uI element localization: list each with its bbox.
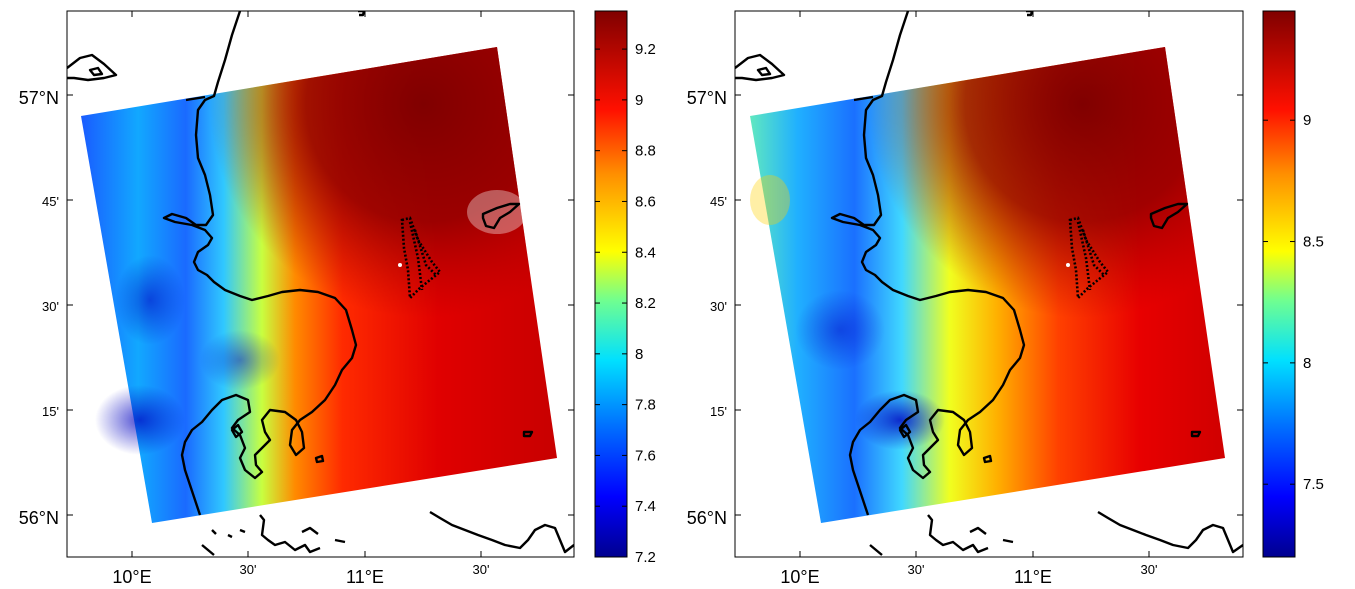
colorbar-tick-label: 8 bbox=[1303, 355, 1311, 372]
colorbar-tick-label: 7.5 bbox=[1303, 476, 1324, 493]
axis-ticks bbox=[735, 11, 1243, 557]
lat-label-45min: 45' bbox=[42, 194, 59, 209]
map-frame bbox=[66, 10, 575, 558]
lon-label-10-30: 30' bbox=[240, 562, 257, 577]
colorbar-tick-label: 9 bbox=[1303, 112, 1311, 129]
colorbar-tick-label: 8.6 bbox=[635, 193, 656, 210]
colorbar-tick-label: 9.2 bbox=[635, 41, 656, 58]
colorbar-tick-label: 7.6 bbox=[635, 447, 656, 464]
map-frame bbox=[734, 10, 1244, 558]
colorbar-right: 7.5 8 8.5 9 bbox=[1262, 10, 1324, 558]
colorbar-tick-label: 7.4 bbox=[635, 498, 656, 515]
colorbar-tick-label: 8 bbox=[635, 346, 643, 363]
data-field-maximum bbox=[750, 47, 1225, 523]
low-value-area bbox=[795, 290, 885, 370]
site-marker bbox=[1066, 263, 1070, 267]
colorbar-tick-label: 8.2 bbox=[635, 295, 656, 312]
colorbar-tick-label: 8.5 bbox=[1303, 234, 1324, 251]
low-value-area bbox=[855, 390, 945, 450]
lon-label-10e: 10°E bbox=[112, 567, 151, 587]
lon-label-11e: 11°E bbox=[1014, 567, 1052, 587]
lat-label-45min: 45' bbox=[710, 194, 727, 209]
lon-label-11-30: 30' bbox=[1141, 562, 1158, 577]
colorbar-tick-label: 8.8 bbox=[635, 143, 656, 160]
lat-label-56n: 56°N bbox=[19, 508, 59, 528]
lon-label-11e: 11°E bbox=[346, 567, 384, 587]
lat-label-30min: 30' bbox=[42, 299, 59, 314]
marked-area-outline bbox=[1068, 216, 1110, 301]
lon-label-10e: 10°E bbox=[780, 567, 819, 587]
colorbar-gradient bbox=[1262, 10, 1296, 558]
colorbar-tick-label: 8.4 bbox=[635, 244, 656, 261]
lat-label-30min: 30' bbox=[710, 299, 727, 314]
colorbar-gradient bbox=[594, 10, 628, 558]
colorbar-tick-label: 7.2 bbox=[635, 549, 656, 566]
lat-label-15min: 15' bbox=[710, 404, 727, 419]
low-value-area bbox=[115, 255, 185, 345]
lon-label-11-30: 30' bbox=[473, 562, 490, 577]
map-panel-left: 57°N 45' 30' 15' 56°N 10°E 30' 11°E 30' bbox=[19, 10, 575, 587]
map-panel-right: 57°N 45' 30' 15' 56°N 10°E 30' 11°E 30' bbox=[687, 10, 1244, 587]
lat-label-56n: 56°N bbox=[687, 508, 727, 528]
lat-label-15min: 15' bbox=[42, 404, 59, 419]
colorbar-left: 7.2 7.4 7.6 7.8 8 8.2 8.4 8.6 8.8 9 9.2 bbox=[594, 10, 656, 566]
lat-label-57n: 57°N bbox=[19, 88, 59, 108]
marked-area-outline bbox=[400, 216, 442, 301]
island-halo bbox=[467, 190, 527, 234]
lon-label-10-30: 30' bbox=[908, 562, 925, 577]
lat-label-57n: 57°N bbox=[687, 88, 727, 108]
low-value-area bbox=[95, 385, 185, 455]
coastline bbox=[735, 11, 1243, 556]
coastline bbox=[67, 11, 574, 556]
low-value-area bbox=[200, 330, 280, 390]
axis-ticks bbox=[67, 11, 574, 557]
high-value-area bbox=[750, 175, 790, 225]
colorbar-tick-label: 9 bbox=[635, 92, 643, 109]
colorbar-tick-label: 7.8 bbox=[635, 397, 656, 414]
site-marker bbox=[398, 263, 402, 267]
